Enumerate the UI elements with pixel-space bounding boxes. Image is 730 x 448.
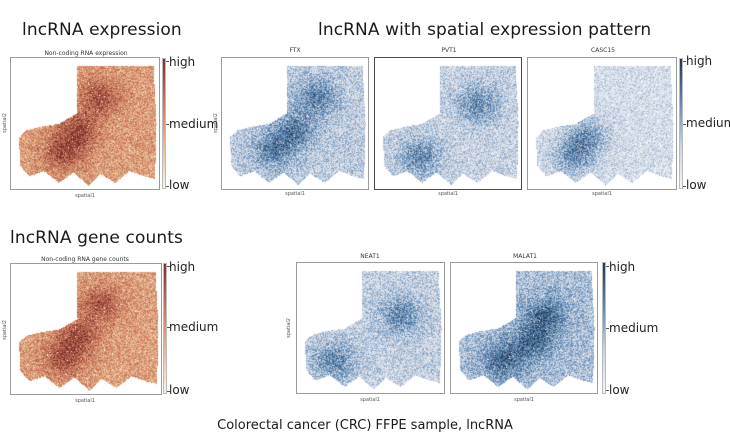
x-axis-label: spatial1 [285,191,305,197]
colorbar-label-medium: medium [609,321,659,335]
colorbar-blue [602,262,606,394]
colorbar-label-high: high [169,55,196,69]
x-axis-label: spatial1 [514,397,534,403]
x-axis-label: spatial1 [75,193,95,199]
colorbar-red [162,58,166,189]
panel-title-malat1: MALAT1 [513,253,537,260]
colorbar-label-low: low [169,178,190,192]
colorbar-label-low: low [169,383,190,397]
colorbar-tick-medium [166,124,169,125]
colorbar-label-low: low [609,383,630,397]
panel-pvt1 [374,57,522,190]
colorbar-label-medium: medium [169,117,219,131]
spatial-heatmap [11,58,159,189]
colorbar-tick-medium [167,327,170,328]
panel-noncoding-expression [10,57,160,190]
x-axis-label: spatial1 [75,398,95,404]
colorbar-tick-high [167,266,170,267]
colorbar-tick-low [166,186,169,187]
section-title-gene-counts: lncRNA gene counts [10,228,183,248]
x-axis-label: spatial1 [592,191,612,197]
figure-caption: Colorectal cancer (CRC) FFPE sample, lnc… [217,418,513,433]
panel-malat1 [450,262,598,394]
y-axis-label: spatial2 [286,318,292,338]
colorbar-red [163,263,167,394]
section-title-spatial-pattern: lncRNA with spatial expression pattern [318,20,652,40]
spatial-heatmap [297,263,444,393]
panel-title-noncoding-expression: Non-coding RNA expression [44,50,128,57]
spatial-heatmap [528,58,676,189]
x-axis-label: spatial1 [360,397,380,403]
colorbar-label-medium: medium [169,320,219,334]
panel-casc15 [527,57,677,190]
colorbar-tick-low [683,186,686,187]
panel-title-casc15: CASC15 [591,47,615,54]
colorbar-tick-high [166,61,169,62]
colorbar-tick-medium [606,328,609,329]
spatial-heatmap [222,58,368,189]
colorbar-label-high: high [609,260,636,274]
y-axis-label: spatial2 [2,320,8,340]
panel-title-pvt1: PVT1 [441,47,457,54]
section-title-expression: lncRNA expression [22,20,182,40]
y-axis-label: spatial2 [213,113,219,133]
colorbar-tick-low [606,390,609,391]
colorbar-tick-low [167,391,170,392]
panel-ftx [221,57,369,190]
colorbar-label-high: high [686,54,713,68]
panel-title-ftx: FTX [289,47,301,54]
colorbar-label-high: high [169,260,196,274]
panel-noncoding-gene-counts [10,263,162,395]
panel-neat1 [296,262,445,394]
y-axis-label: spatial2 [2,113,8,133]
spatial-heatmap [375,58,521,189]
panel-title-neat1: NEAT1 [360,253,380,260]
colorbar-blue [679,58,683,189]
colorbar-tick-high [606,266,609,267]
x-axis-label: spatial1 [438,191,458,197]
spatial-heatmap [11,264,161,394]
colorbar-label-low: low [686,178,707,192]
panel-title-noncoding-gene-counts: Non-coding RNA gene counts [41,256,129,263]
colorbar-tick-high [683,61,686,62]
spatial-heatmap [451,263,597,393]
colorbar-label-medium: medium [686,116,730,130]
colorbar-tick-medium [683,124,686,125]
